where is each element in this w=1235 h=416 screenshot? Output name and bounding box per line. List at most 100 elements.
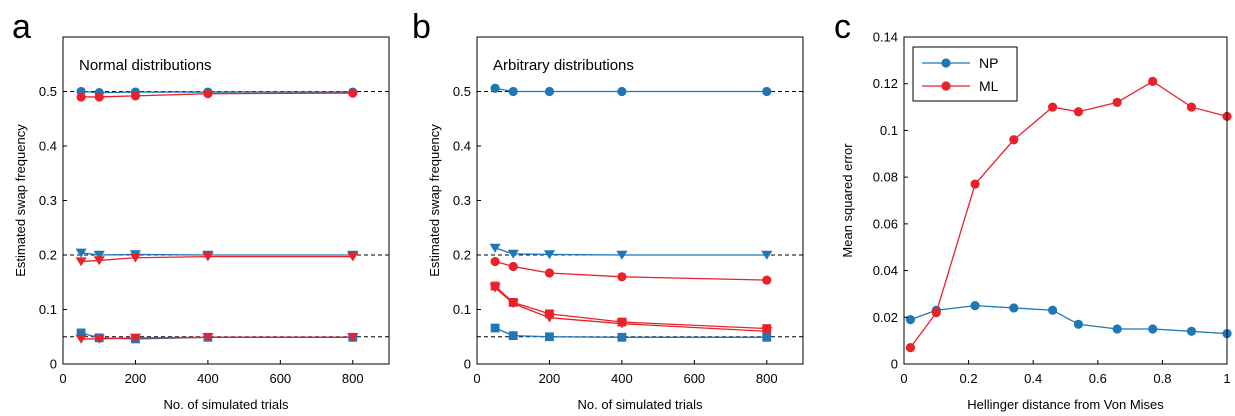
- y-axis-label: Estimated swap frequency: [13, 124, 28, 277]
- data-point: [931, 308, 941, 318]
- data-point: [76, 92, 86, 102]
- series-line-1: [909, 80, 1228, 349]
- panel-title: Normal distributions: [79, 57, 212, 74]
- data-point: [203, 89, 213, 99]
- y-tick-label: 0.02: [873, 310, 898, 325]
- x-tick-label: 600: [269, 371, 291, 386]
- y-tick-label: 0.1: [453, 302, 471, 317]
- series-line-5: [81, 336, 353, 340]
- axes-frame: [903, 36, 1228, 365]
- x-axis-label: No. of simulated trials: [578, 397, 703, 412]
- series-line-0: [81, 90, 353, 94]
- x-tick-label: 400: [611, 371, 633, 386]
- data-point: [970, 179, 980, 189]
- data-point: [202, 252, 214, 262]
- data-point: [1009, 303, 1019, 313]
- data-point: [75, 248, 87, 258]
- data-point: [490, 256, 500, 267]
- series-line-0: [910, 304, 1228, 335]
- data-point: [490, 323, 500, 333]
- y-tick-label: 0.4: [39, 139, 57, 154]
- series-line-3: [81, 255, 353, 263]
- x-axis-label: Hellinger distance from Von Mises: [967, 397, 1164, 412]
- panel-letter: a: [12, 8, 31, 46]
- x-axis-label: No. of simulated trials: [164, 397, 289, 412]
- x-tick-label: 0.4: [1024, 371, 1042, 386]
- y-tick-label: 0.2: [39, 248, 57, 263]
- data-point: [761, 327, 773, 337]
- y-tick-label: 0.2: [453, 248, 471, 263]
- data-point: [905, 315, 916, 325]
- data-point: [1186, 326, 1197, 336]
- data-point: [1047, 305, 1058, 315]
- data-point: [1148, 76, 1158, 86]
- x-tick-label: 200: [125, 371, 147, 386]
- y-tick-label: 0: [50, 357, 57, 372]
- legend-label: ML: [979, 78, 999, 94]
- y-tick-label: 0: [464, 357, 471, 372]
- data-point: [94, 92, 104, 102]
- data-point: [762, 332, 772, 342]
- data-point: [617, 332, 627, 342]
- series-line-2: [494, 260, 767, 281]
- data-point: [617, 272, 627, 282]
- data-point: [130, 91, 141, 101]
- data-point: [1073, 319, 1084, 329]
- data-point: [508, 261, 518, 272]
- y-tick-label: 0.08: [873, 170, 898, 185]
- y-tick-label: 0.3: [453, 193, 471, 208]
- legend-box: [912, 46, 1018, 102]
- y-tick-label: 0: [891, 357, 898, 372]
- chart-panel-a: a 0 200 400 600 800 0 0.1 0.2 0.3 0.4 0.5 No. of sim…: [12, 8, 390, 412]
- axes-frame: [476, 36, 804, 365]
- x-tick-label: 600: [683, 371, 705, 386]
- chart-panel-b: b 0 200 400 600 800 0 0.1 0.2 0.3 0.4 0.5 No. of sim…: [412, 8, 804, 412]
- y-tick-label: 0.5: [453, 84, 471, 99]
- data-point: [490, 83, 500, 93]
- data-point: [347, 252, 359, 262]
- legend-marker: [941, 81, 951, 91]
- data-point: [762, 275, 772, 285]
- data-point: [616, 250, 628, 260]
- data-point: [905, 343, 916, 353]
- data-point: [616, 319, 628, 329]
- data-point: [1047, 102, 1058, 112]
- data-point: [75, 257, 87, 267]
- panel-letter: c: [834, 8, 851, 46]
- data-point: [507, 299, 519, 309]
- legend: NP ML: [912, 46, 1018, 102]
- data-point: [1112, 97, 1122, 107]
- series-line-3: [494, 285, 767, 330]
- y-tick-label: 0.3: [39, 193, 57, 208]
- x-tick-label: 1: [1223, 371, 1230, 386]
- data-point: [348, 88, 358, 98]
- x-tick-label: 0.8: [1153, 371, 1171, 386]
- data-point: [202, 333, 214, 343]
- x-tick-label: 0: [900, 371, 907, 386]
- data-point: [75, 334, 87, 344]
- x-tick-label: 0: [473, 371, 480, 386]
- data-point: [617, 86, 627, 97]
- x-tick-label: 0.6: [1089, 371, 1107, 386]
- data-point: [489, 243, 501, 253]
- data-point: [76, 328, 86, 338]
- data-point: [544, 86, 555, 97]
- data-point: [93, 256, 105, 266]
- data-point: [1073, 107, 1084, 117]
- data-point: [489, 283, 501, 293]
- y-tick-label: 0.1: [880, 123, 898, 138]
- data-point: [93, 334, 105, 344]
- y-tick-label: 0.12: [873, 76, 898, 91]
- data-point: [508, 331, 518, 341]
- x-tick-label: 400: [197, 371, 219, 386]
- data-point: [93, 250, 105, 260]
- series-line-1: [81, 92, 353, 98]
- data-point: [761, 250, 773, 260]
- x-tick-label: 200: [539, 371, 561, 386]
- data-point: [543, 250, 556, 260]
- series-line-2: [81, 252, 353, 256]
- y-axis-label: Estimated swap frequency: [427, 124, 442, 277]
- data-point: [1009, 135, 1019, 145]
- panel-title: Arbitrary distributions: [493, 57, 634, 74]
- legend-marker: [941, 58, 951, 68]
